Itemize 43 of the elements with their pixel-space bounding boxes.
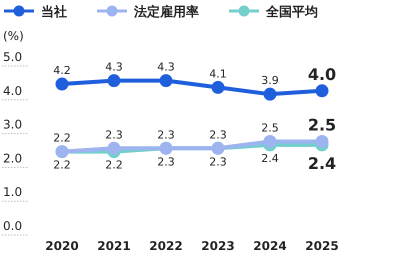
y-tick-label: 1.0 (3, 185, 22, 200)
data-label: 2.4 (261, 152, 279, 165)
point (264, 135, 276, 148)
data-label: 4.0 (308, 64, 336, 84)
point (56, 78, 68, 91)
data-label: 2.5 (261, 122, 279, 134)
point (160, 74, 172, 88)
point (316, 84, 328, 98)
point (316, 135, 328, 148)
data-label: 2.5 (308, 116, 336, 134)
data-label: 2.2 (53, 158, 71, 172)
data-label: 4.1 (209, 67, 227, 80)
x-tick-label: 2022 (149, 239, 183, 253)
x-tick-label: 2023 (201, 239, 235, 253)
data-label: 2.4 (308, 154, 336, 173)
y-axis-title: (%) (3, 29, 24, 43)
point (264, 88, 276, 101)
legend-label: 全国平均 (265, 5, 318, 20)
point (108, 74, 120, 88)
y-tick-label: 5.0 (3, 50, 22, 64)
x-tick-label: 2024 (253, 239, 287, 253)
data-label: 4.2 (53, 64, 71, 78)
data-label: 2.3 (209, 128, 227, 142)
x-tick-label: 2020 (45, 239, 79, 253)
x-tick-label: 2021 (97, 239, 131, 253)
legend-label: 法定雇用率 (133, 4, 199, 20)
data-label: 2.3 (157, 155, 175, 168)
y-tick-label: 2.0 (3, 151, 22, 166)
data-label: 2.3 (209, 155, 227, 168)
y-tick-label: 4.0 (3, 84, 22, 98)
point (212, 80, 224, 94)
y-tick-label: 3.0 (3, 118, 22, 132)
data-label: 2.3 (105, 128, 123, 142)
x-tick-label: 2025 (305, 239, 339, 253)
data-label: 2.2 (53, 132, 71, 145)
data-label: 4.3 (157, 60, 175, 74)
data-label: 2.2 (105, 158, 123, 172)
y-tick-label: 0.0 (3, 219, 22, 233)
data-label: 3.9 (261, 74, 279, 88)
data-label: 2.3 (157, 128, 175, 142)
legend-label: 当社 (41, 4, 67, 20)
data-label: 4.3 (105, 60, 123, 74)
point (108, 142, 120, 155)
